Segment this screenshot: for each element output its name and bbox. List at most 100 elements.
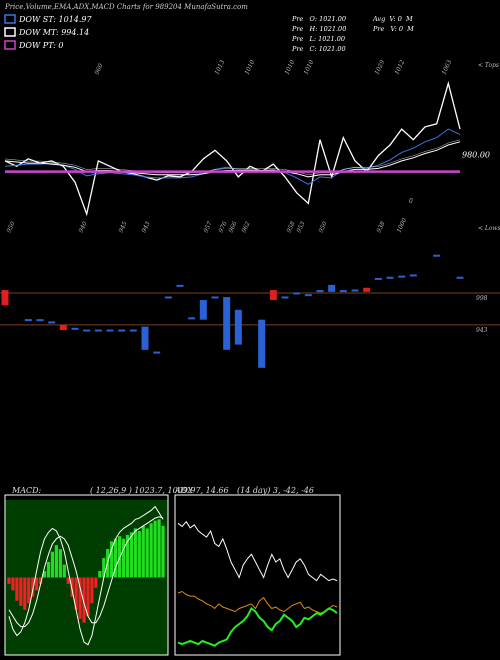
candle — [234, 309, 242, 345]
histogram-bar — [38, 577, 43, 584]
histogram-bar — [145, 528, 149, 578]
price-line — [4, 139, 461, 176]
adx-line — [177, 606, 338, 647]
low-label: 953 — [295, 220, 306, 234]
adx-subtitle: (14 day) 3, -42, -46 — [237, 486, 314, 495]
histogram-bar — [35, 577, 39, 591]
macd-subtitle: ( 12,26,9 ) 1023.7, 1009.97, 14.66 — [90, 486, 229, 495]
histogram-bar — [102, 558, 106, 578]
histogram-bar — [78, 577, 82, 619]
annotation: < Tops — [478, 62, 499, 69]
reference-label: 943 — [476, 327, 488, 334]
histogram-bar — [137, 531, 141, 578]
histogram-bar — [125, 534, 130, 578]
histogram-bar — [149, 523, 153, 578]
candle — [129, 329, 137, 332]
histogram-bar — [50, 551, 55, 578]
info-text: Pre V: 0 M — [372, 25, 414, 33]
histogram-bar — [153, 520, 157, 578]
histogram-bar — [117, 536, 122, 578]
histogram-bar — [74, 577, 78, 610]
candle — [188, 317, 196, 320]
candle — [316, 290, 324, 293]
legend-label: DOW PT: 0 — [18, 41, 64, 50]
candle — [339, 290, 347, 293]
histogram-bar — [110, 541, 114, 578]
low-label: 966 — [227, 220, 238, 234]
legend-swatch — [4, 14, 16, 24]
info-text: Pre L: 1021.00 — [291, 35, 345, 43]
histogram-bar — [98, 571, 102, 578]
low-label: 957 — [202, 220, 213, 234]
histogram-bar — [90, 577, 94, 604]
histogram-bar — [66, 577, 70, 584]
annotation: < Lows — [478, 225, 500, 232]
macd-frame — [4, 494, 169, 656]
histogram-bar — [54, 545, 58, 578]
candle — [363, 287, 371, 292]
candle — [71, 327, 79, 330]
macd-title: MACD: — [11, 486, 42, 495]
info-text: Avg V: 0 M — [372, 15, 413, 23]
candle — [176, 284, 184, 287]
high-label: 960 — [93, 62, 104, 76]
adx-background — [175, 500, 340, 655]
candle — [223, 297, 231, 350]
candle — [48, 321, 56, 324]
candle — [258, 319, 266, 368]
histogram-bar — [129, 532, 134, 578]
histogram-bar — [62, 564, 66, 578]
candle — [281, 296, 289, 299]
reference-label: 998 — [476, 295, 488, 302]
candle — [106, 329, 114, 332]
low-label: 950 — [5, 220, 16, 234]
histogram-bar — [58, 549, 62, 578]
histogram-bar — [121, 538, 126, 578]
candle — [351, 289, 359, 292]
candle — [374, 277, 382, 280]
adx-title: ADX — [174, 486, 193, 495]
candle — [94, 329, 102, 332]
low-label: 945 — [117, 220, 128, 234]
annotation: 0 — [409, 198, 413, 205]
low-label: 938 — [375, 220, 386, 234]
low-label: 958 — [285, 220, 296, 234]
candle — [1, 290, 9, 306]
legend-label: DOW ST: 1014.97 — [18, 15, 93, 24]
price-line — [4, 80, 461, 217]
level-label: 980.00 — [462, 151, 490, 160]
histogram-bar — [23, 577, 27, 610]
histogram-bar — [86, 577, 90, 617]
histogram-bar — [11, 577, 15, 591]
adx-line — [177, 590, 338, 614]
histogram-bar — [70, 577, 74, 597]
histogram-bar — [82, 577, 86, 623]
legend-swatch — [4, 40, 16, 50]
info-text: Pre C: 1021.00 — [291, 45, 346, 53]
adx-line — [177, 520, 338, 582]
candle — [398, 275, 406, 278]
candle — [59, 324, 67, 331]
adx-frame — [174, 494, 341, 656]
candle — [211, 296, 219, 299]
legend-label: DOW MT: 994.14 — [18, 28, 89, 37]
info-text: Pre H: 1021.00 — [291, 25, 346, 33]
histogram-bar — [94, 577, 98, 588]
histogram-bar — [157, 519, 161, 578]
candle — [386, 276, 394, 279]
low-label: 962 — [240, 220, 251, 234]
candle — [409, 274, 417, 277]
candle — [269, 290, 277, 300]
histogram-bar — [133, 528, 137, 578]
low-label: 943 — [140, 220, 151, 234]
histogram-bar — [42, 571, 47, 578]
candle — [456, 276, 464, 279]
histogram-bar — [27, 577, 31, 604]
candle — [199, 299, 207, 320]
candle — [118, 329, 126, 332]
chart-title: Price,Volume,EMA,ADX,MACD Charts for 989… — [4, 3, 248, 11]
legend-swatch — [4, 27, 16, 37]
histogram-bar — [19, 577, 23, 606]
